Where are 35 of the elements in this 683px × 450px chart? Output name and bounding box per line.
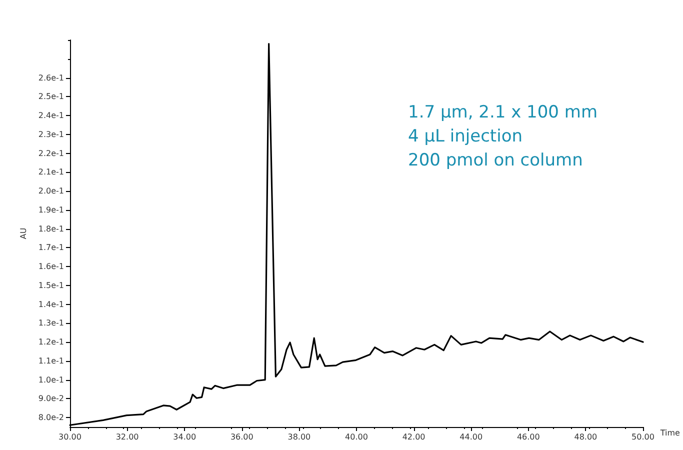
- y-tick-label: 2.4e-1: [38, 111, 64, 120]
- y-tick-label: 1.5e-1: [38, 280, 64, 290]
- x-tick-label: 48.00: [574, 432, 598, 442]
- y-tick-label: 1.3e-1: [38, 318, 64, 328]
- x-tick-label: 42.00: [402, 432, 426, 442]
- annotation: 4 µL injection: [408, 126, 523, 146]
- y-tick-label: 1.2e-1: [38, 338, 64, 347]
- y-tick-label: 2.5e-1: [38, 92, 64, 102]
- y-tick-label: 1.1e-1: [38, 356, 64, 366]
- y-tick-label: 1.8e-1: [38, 224, 64, 234]
- x-tick-label: 44.00: [460, 432, 483, 442]
- annotation: 1.7 µm, 2.1 x 100 mm: [408, 102, 598, 122]
- y-tick-label: 2.3e-1: [38, 130, 64, 139]
- x-tick-label: 38.00: [288, 432, 311, 442]
- y-tick-label: 2.1e-1: [38, 168, 64, 177]
- y-tick-label: 8.0e-2: [38, 413, 64, 422]
- y-tick-label: 2.6e-1: [38, 73, 64, 82]
- x-tick-label: 32.00: [116, 432, 139, 442]
- y-tick-label: 9.0e-2: [38, 394, 64, 404]
- y-tick-label: 1.4e-1: [38, 300, 64, 309]
- y-tick-label: 1.0e-1: [38, 375, 64, 384]
- x-tick-label: 46.00: [516, 432, 540, 442]
- y-tick-label: 1.9e-1: [38, 205, 64, 214]
- y-tick-label: 2.2e-1: [38, 148, 64, 158]
- y-tick-label: 2.0e-1: [38, 186, 64, 196]
- x-tick-label: 40.00: [345, 432, 368, 442]
- y-axis-title: AU: [18, 228, 28, 240]
- x-tick-label: 36.00: [230, 432, 254, 442]
- x-tick-label: 50.00: [632, 432, 654, 442]
- y-tick-label: 1.7e-1: [38, 243, 64, 252]
- x-axis-title: Time: [659, 428, 680, 438]
- y-tick-label: 1.6e-1: [38, 262, 64, 272]
- x-tick-label: 34.00: [173, 432, 196, 442]
- x-tick-label: 30.00: [58, 432, 82, 442]
- annotation: 200 pmol on column: [408, 150, 583, 170]
